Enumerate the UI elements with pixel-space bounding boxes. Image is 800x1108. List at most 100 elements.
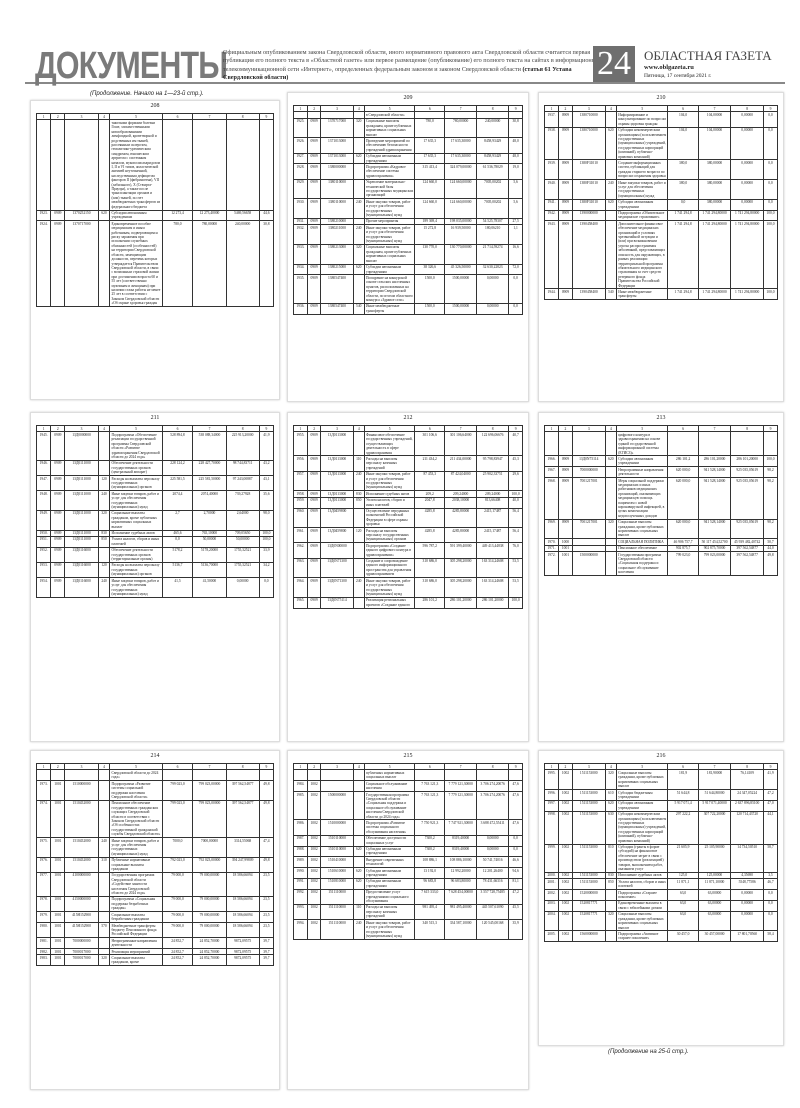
table-row: 1927. 0909 1371013000 620 Субсидии автономны… [293,152,523,165]
cell-value [352,542,365,559]
cell-value: 0909 [306,137,322,154]
cell-value: 47,6 [508,780,523,793]
cell-value: 39,7 [258,937,275,950]
cell-value: 2047,8 [414,496,446,509]
table-row: 1945. 0909 13Д0000000 Подпрограмма «Обеспеч… [35,431,275,461]
issue-date: Пятница, 17 сентября 2021 г. [644,73,712,79]
table-row: 1925. 0909 1370717000 320 Социальные выплаты… [293,117,523,139]
cell-value: 79 000,0 [161,895,194,913]
cell-value: 1002 [306,819,322,836]
budget-table: 1 2 3 4 5 6 7 8 9 1955. 0909 13Д0113000 Финансовое о… [293,424,523,609]
cell-value: 38 326,6 [414,263,446,276]
table-row: 1951. 0909 13Д0111000 850 Уплата налогов, сб… [35,535,275,548]
cell-value: 286 101,20000 [476,596,510,609]
cell-value: 30,8 [258,220,275,308]
cell-value: 40,0 [508,496,523,509]
cell-value: 2003. [544,899,559,912]
cell-value: 39,7 [258,947,275,956]
cell-value: 1961. [293,527,308,544]
cell-value: 1974. [35,799,52,839]
cell-value: 286 101,20000 [730,455,764,468]
cell-value: 18 586,66094 [225,911,260,923]
cell-description: Единовременное пособие медицинским и ины… [109,220,163,308]
cell-value: 0909 [306,496,322,509]
document-page-212: 212 1 2 3 4 5 6 7 8 9 1955. 0909 13Д0113000 Финансово… [287,412,529,742]
cell-value: 1968. [544,477,559,520]
cell-value: 13Д0000000 [64,431,99,461]
cell-value: 620 [604,455,618,468]
cell-value: 94,6 [508,867,523,879]
column-header: 4 [352,762,365,771]
cell-value: 799 023,00000 [697,551,732,577]
column-header: 6 [667,104,699,113]
cell-value [97,459,111,477]
cell-value: 0909 [306,198,322,219]
cell-value [414,769,446,782]
cell-value [306,769,322,782]
cell-description: публичных нормативных социальных выплат [363,769,416,782]
cell-description: Государственная программа Свердловской о… [616,551,669,577]
cell-value: 1380F31010 [571,159,606,181]
cell-value: 100,0 [508,596,523,609]
sheet-number: 211 [150,415,160,421]
website-link[interactable]: www.oblgazeta.ru [644,64,694,71]
cell-value: 1937. [544,111,559,128]
cell-value: 0909 [306,274,322,304]
cell-value: 124 660,00000 [444,178,478,200]
cell-value: 0,00000 [476,302,510,315]
cell-value: 1 741 294,80000 [697,288,732,301]
table-row: 1994. 1002 1511110000 240 Иные закупки товар… [293,919,523,940]
cell-description: Непрограммные направления деятельности [616,466,669,479]
cell-value: 21 605,9 [667,843,699,873]
cell-value: 23,5 [258,871,275,897]
cell-value: 739,27928 [225,490,260,511]
cell-value: 1940. [544,179,559,200]
cell-description: Прочие мероприятия [363,217,416,226]
cell-value: 397 562,54877 [730,551,764,577]
cell-value: 1520000000 [571,889,606,901]
cell-value: 13Д0113000 [320,470,354,492]
cell-value: 1510410000 [320,856,354,869]
cell-value: 56,4 [508,527,523,544]
cell-value: 1001 [50,895,66,913]
cell-value: 0909 [557,209,573,222]
cell-value: 2074,4 [161,490,194,511]
cell-value: 1977. [35,871,52,897]
cell-value: 7001217001 [571,477,606,520]
document-page-216: 216 1 2 3 4 5 6 7 8 9 1995. 1002 1511153000 320 Социал… [538,750,784,1046]
cell-value: 0,00000 [730,159,764,181]
cell-value: 2074,40000 [192,490,227,511]
table-row: 1935. 0909 1380547400 Поощрение на конкурсн… [293,274,523,304]
cell-value: 1380547400 [320,302,354,315]
table-row: 1950. 0909 13Д0111000 830 Исполнение судебны… [35,529,275,537]
cell-value: 3 557 728,75485 [476,888,510,905]
cell-value: 240 [97,837,111,858]
cell-value: 0909 [557,126,573,161]
cell-description: Обеспечение деятельности государственных… [109,459,163,477]
column-header: 9 [508,424,523,433]
cell-value [604,551,618,577]
cell-value: 1975. [35,837,52,858]
cell-value: 1998. [544,810,559,845]
table-row: 1982. 1001 7000017000 Реализация мероприяти… [35,947,275,956]
cell-value: 1002 [306,780,322,793]
cell-value: 1,1 [508,224,523,245]
column-header: 7 [192,112,227,121]
cell-value: 12 992,20000 [444,867,478,879]
cell-value: 0909 [306,117,322,139]
cell-value: 0909 [50,490,66,511]
cell-value: 0909 [306,152,322,165]
cell-value: 44,0 [762,544,779,553]
cell-value: 2,7 [161,509,194,531]
cell-description: Социальное обслуживание населения [363,780,416,793]
cell-value: 1511110000 [320,888,354,905]
cell-value: 124 660,0 [414,178,446,200]
cell-value: 240 [97,577,111,598]
cell-description: Свердловской области до 2024 года» [109,769,163,782]
cell-value: 780,0 [161,220,194,308]
cell-value: 0909 [50,475,66,492]
cell-value: 4100000000 [64,871,99,897]
column-header: 3 [571,424,606,433]
cell-value: 1953. [35,561,52,579]
cell-value: 1999. [544,843,559,873]
